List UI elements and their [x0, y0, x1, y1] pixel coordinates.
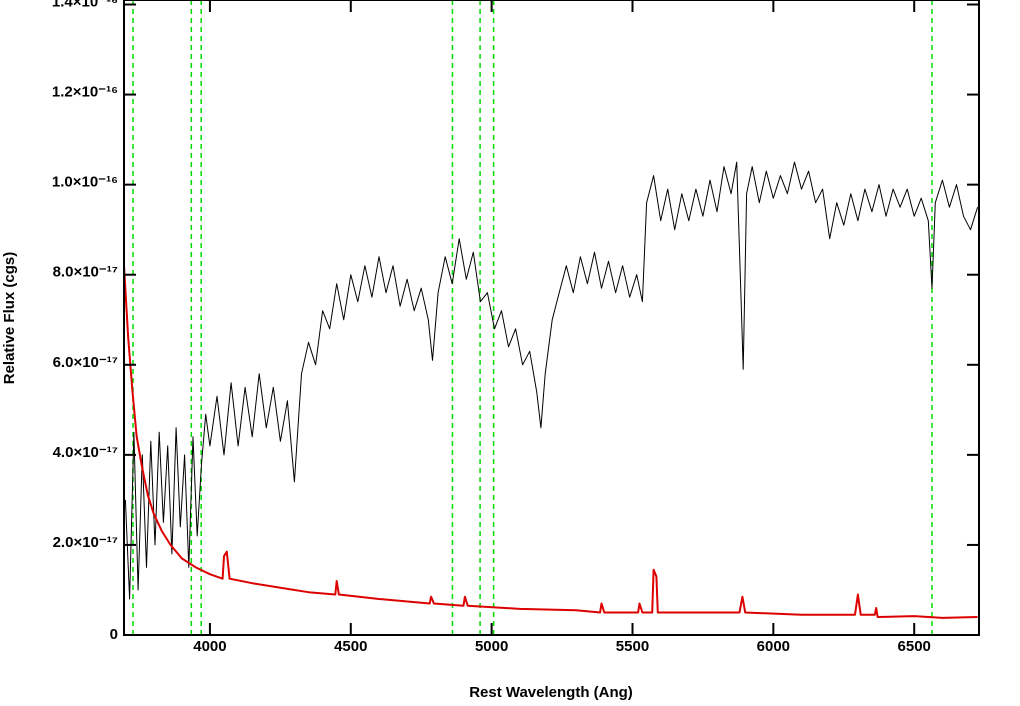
y-tick-label: 1.0×10⁻¹⁶	[52, 174, 118, 191]
x-tick-label: 5500	[616, 638, 649, 655]
x-tick-label: 5000	[475, 638, 508, 655]
x-axis-label: Rest Wavelength (Ang)	[469, 684, 633, 701]
y-tick-label: 1.4×10⁻¹⁶	[52, 0, 118, 10]
y-tick-label: 2.0×10⁻¹⁷	[53, 534, 118, 551]
x-tick-label: 4500	[334, 638, 367, 655]
y-tick-label: 1.2×10⁻¹⁶	[52, 84, 118, 101]
y-tick-label: 8.0×10⁻¹⁷	[53, 264, 118, 281]
y-tick-label: 4.0×10⁻¹⁷	[53, 444, 118, 461]
spectrum-line	[123, 265, 978, 619]
y-tick-label: 6.0×10⁻¹⁷	[53, 354, 118, 371]
plot-frame	[123, 0, 980, 636]
y-axis-label: Relative Flux (cgs)	[1, 252, 18, 385]
x-tick-label: 6000	[757, 638, 790, 655]
y-tick-label: 0	[110, 626, 118, 643]
x-tick-label: 6500	[898, 638, 931, 655]
x-tick-label: 4000	[193, 638, 226, 655]
spectrum-line	[124, 161, 979, 600]
